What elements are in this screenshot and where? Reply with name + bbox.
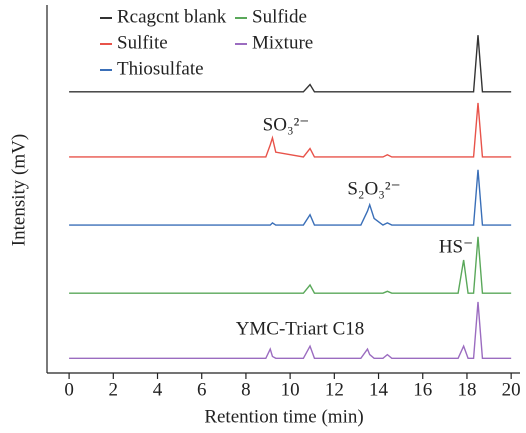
- legend-label: Sulfite: [117, 32, 168, 53]
- annotation: SO₃²⁻: [263, 114, 310, 135]
- x-tick-label: 18: [457, 379, 476, 400]
- trace: [69, 35, 512, 93]
- legend-label: Thiosulfate: [117, 58, 204, 79]
- annotation: YMC-Triart C18: [236, 318, 365, 339]
- x-tick-label: 8: [241, 379, 251, 400]
- x-axis-label: Retention time (min): [204, 406, 363, 427]
- x-tick-label: 14: [369, 379, 389, 400]
- annotation: HS⁻: [439, 236, 473, 257]
- trace: [69, 102, 512, 158]
- y-axis-label: Intensity (mV): [8, 134, 29, 246]
- x-tick-label: 2: [109, 379, 119, 400]
- legend-label: Rcagcnt blank: [117, 6, 227, 27]
- x-tick-label: 0: [64, 379, 74, 400]
- annotation: S₂O₃²⁻: [347, 178, 400, 199]
- trace: [69, 236, 512, 294]
- x-tick-label: 20: [502, 379, 521, 400]
- trace: [69, 301, 512, 359]
- x-tick-label: 10: [281, 379, 300, 400]
- x-tick-label: 6: [197, 379, 207, 400]
- legend-label: Mixture: [252, 32, 313, 53]
- x-tick-label: 16: [413, 379, 432, 400]
- legend-label: Sulfide: [252, 6, 307, 27]
- x-tick-label: 12: [325, 379, 344, 400]
- trace: [69, 169, 512, 226]
- x-tick-label: 4: [153, 379, 163, 400]
